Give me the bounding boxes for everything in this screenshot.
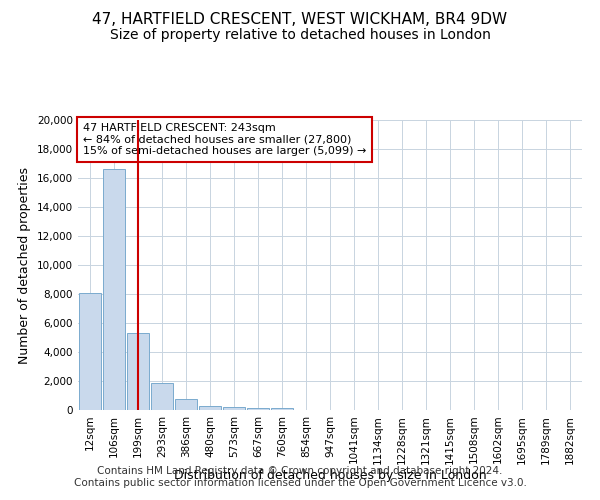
Bar <box>223 407 245 410</box>
Text: Contains HM Land Registry data © Crown copyright and database right 2024.
Contai: Contains HM Land Registry data © Crown c… <box>74 466 526 487</box>
Y-axis label: Number of detached properties: Number of detached properties <box>19 166 31 364</box>
Bar <box>271 408 293 410</box>
Bar <box>79 292 101 410</box>
Bar <box>127 333 149 410</box>
Bar <box>199 406 221 410</box>
Bar <box>247 408 269 410</box>
Bar <box>103 170 125 410</box>
Text: Size of property relative to detached houses in London: Size of property relative to detached ho… <box>110 28 490 42</box>
X-axis label: Distribution of detached houses by size in London: Distribution of detached houses by size … <box>173 469 487 482</box>
Bar <box>151 383 173 410</box>
Text: 47, HARTFIELD CRESCENT, WEST WICKHAM, BR4 9DW: 47, HARTFIELD CRESCENT, WEST WICKHAM, BR… <box>92 12 508 28</box>
Bar <box>175 399 197 410</box>
Text: 47 HARTFIELD CRESCENT: 243sqm
← 84% of detached houses are smaller (27,800)
15% : 47 HARTFIELD CRESCENT: 243sqm ← 84% of d… <box>83 123 367 156</box>
